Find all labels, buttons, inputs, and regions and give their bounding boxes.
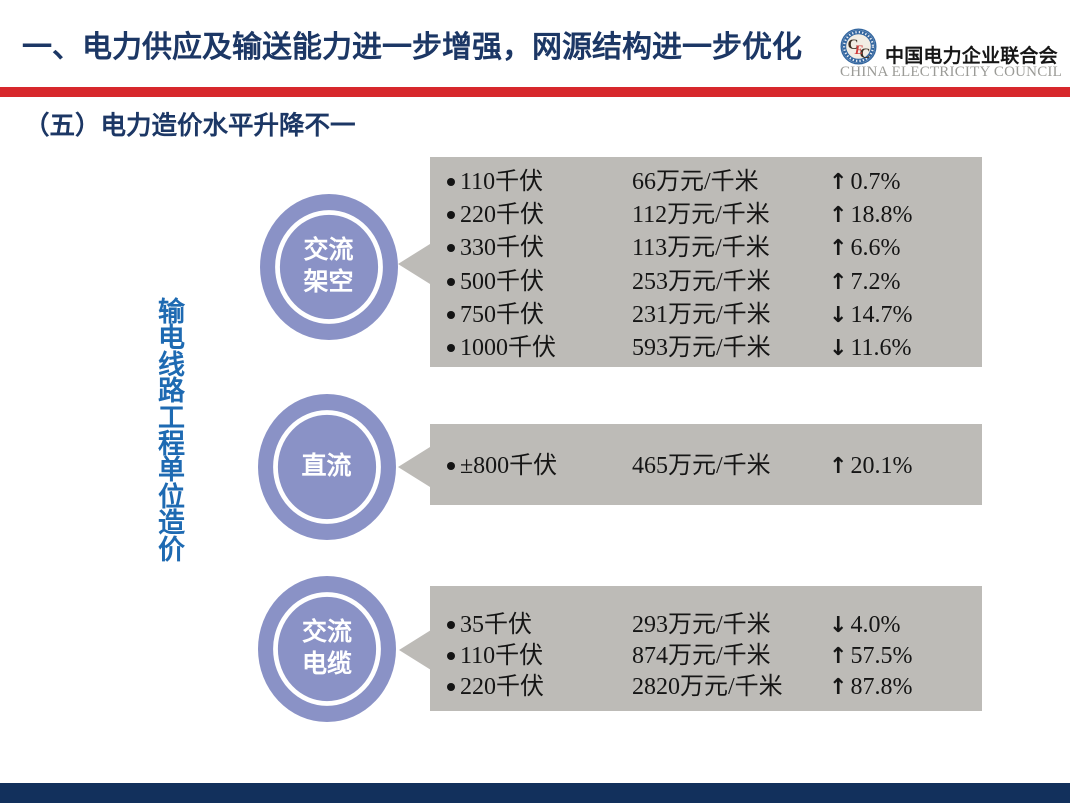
table-row: 35千伏 293万元/千米 ↓ 4.0%	[430, 610, 982, 641]
table-row: 110千伏 66万元/千米 ↑ 0.7%	[430, 166, 982, 199]
cost-cell: 2820万元/千米	[632, 674, 783, 701]
change-cell: ↓ 4.0%	[829, 613, 900, 637]
circle-label-line: 电缆	[301, 650, 352, 678]
change-cell: ↑ 87.8%	[829, 675, 912, 699]
voltage-cell: 110千伏	[460, 643, 544, 670]
bullet-icon	[447, 244, 455, 253]
table-row: 500千伏 253万元/千米 ↑ 7.2%	[430, 265, 982, 298]
logo-name-cn: 中国电力企业联合会	[885, 46, 1058, 67]
cost-cell: 113万元/千米	[632, 235, 770, 262]
circle-ac-overhead-label: 交流 架空	[259, 193, 399, 341]
callout-wedge-1	[398, 244, 430, 284]
cost-cell: 231万元/千米	[632, 301, 771, 328]
change-cell: ↑ 6.6%	[829, 236, 900, 260]
data-panel-ac-overhead: 110千伏 66万元/千米 ↑ 0.7% 220千伏 112万元/千米 ↑ 18.8…	[430, 156, 982, 367]
cost-cell: 593万元/千米	[632, 335, 771, 362]
bullet-icon	[447, 310, 455, 319]
cost-cell: 293万元/千米	[632, 612, 771, 639]
voltage-cell: 750千伏	[460, 301, 544, 328]
bullet-icon	[447, 621, 455, 630]
svg-text:C: C	[848, 37, 859, 53]
change-percent: 14.7%	[850, 301, 913, 328]
change-percent: 18.8%	[850, 202, 913, 229]
bullet-icon	[447, 277, 455, 286]
cec-emblem-icon: C C E	[840, 28, 877, 65]
voltage-cell: ±800千伏	[460, 453, 558, 479]
callout-wedge-3	[399, 630, 431, 670]
vertical-axis-label: 输电线路工程单位造价	[158, 297, 185, 565]
change-cell: ↑ 20.1%	[829, 454, 912, 478]
voltage-cell: 220千伏	[460, 202, 544, 229]
change-percent: 0.7%	[850, 169, 901, 196]
trend-arrow-icon: ↑	[829, 644, 848, 670]
circle-label-line: 直流	[301, 452, 352, 480]
cost-cell: 112万元/千米	[632, 202, 770, 229]
circle-label-line: 架空	[303, 268, 354, 296]
voltage-cell: 35千伏	[460, 612, 532, 639]
trend-arrow-icon: ↓	[829, 613, 848, 639]
trend-arrow-icon: ↑	[829, 675, 848, 701]
cost-cell: 465万元/千米	[632, 453, 771, 479]
svg-text:E: E	[854, 42, 864, 57]
change-cell: ↑ 57.5%	[829, 644, 912, 668]
footer-bar	[0, 783, 1070, 803]
header-red-bar	[0, 87, 1070, 97]
change-percent: 4.0%	[850, 612, 901, 639]
trend-arrow-icon: ↑	[829, 454, 848, 479]
table-row: 110千伏 874万元/千米 ↑ 57.5%	[430, 641, 982, 672]
data-panel-dc: ±800千伏 465万元/千米 ↑ 20.1%	[430, 424, 982, 505]
cost-cell: 253万元/千米	[632, 268, 771, 295]
change-percent: 57.5%	[850, 643, 913, 670]
circle-ac-cable-label: 交流 电缆	[257, 575, 397, 723]
data-panel-ac-cable: 35千伏 293万元/千米 ↓ 4.0% 110千伏 874万元/千米 ↑ 57.5…	[430, 585, 982, 711]
cost-cell: 874万元/千米	[632, 643, 771, 670]
callout-wedge-2	[398, 446, 430, 487]
trend-arrow-icon: ↑	[829, 203, 848, 229]
change-cell: ↓ 11.6%	[829, 336, 912, 360]
slide-title: 一、电力供应及输送能力进一步增强，网源结构进一步优化	[22, 31, 802, 64]
circle-dc	[257, 393, 396, 540]
table-row: ±800千伏 465万元/千米 ↑ 20.1%	[430, 450, 982, 483]
bullet-icon	[447, 652, 455, 661]
voltage-cell: 1000千伏	[460, 335, 556, 362]
cost-cell: 66万元/千米	[632, 169, 759, 196]
trend-arrow-icon: ↑	[829, 269, 848, 295]
change-cell: ↑ 0.7%	[829, 170, 900, 194]
section-subtitle: （五）电力造价水平升降不一	[24, 112, 356, 140]
table-row: 220千伏 2820万元/千米 ↑ 87.8%	[430, 672, 982, 703]
table-row: 1000千伏 593万元/千米 ↓ 11.6%	[430, 331, 982, 364]
circle-label-line: 交流	[301, 618, 352, 646]
trend-arrow-icon: ↓	[829, 302, 848, 328]
change-cell: ↑ 7.2%	[829, 270, 900, 294]
trend-arrow-icon: ↑	[829, 236, 848, 262]
bullet-icon	[447, 344, 455, 353]
bullet-icon	[447, 462, 455, 470]
change-percent: 6.6%	[850, 235, 901, 262]
change-percent: 7.2%	[850, 268, 901, 295]
bullet-icon	[447, 211, 455, 220]
trend-arrow-icon: ↑	[829, 170, 848, 196]
voltage-cell: 220千伏	[460, 674, 544, 701]
voltage-cell: 110千伏	[460, 169, 544, 196]
table-row: 330千伏 113万元/千米 ↑ 6.6%	[430, 232, 982, 265]
change-percent: 11.6%	[850, 335, 912, 362]
change-percent: 20.1%	[850, 453, 913, 479]
circle-ac-overhead	[259, 193, 398, 340]
change-percent: 87.8%	[850, 674, 913, 701]
bullet-icon	[447, 683, 455, 692]
voltage-cell: 330千伏	[460, 235, 544, 262]
bullet-icon	[447, 178, 455, 187]
circle-dc-label: 直流	[257, 393, 397, 541]
change-cell: ↓ 14.7%	[829, 303, 912, 327]
circle-label-line: 交流	[303, 236, 354, 264]
change-cell: ↑ 18.8%	[829, 203, 912, 227]
svg-text:C: C	[860, 46, 871, 62]
table-row: 750千伏 231万元/千米 ↓ 14.7%	[430, 298, 982, 331]
table-row: 220千伏 112万元/千米 ↑ 18.8%	[430, 199, 982, 232]
circle-ac-cable	[258, 575, 396, 722]
logo-name-en: CHINA ELECTRICITY COUNCIL	[840, 64, 1062, 80]
voltage-cell: 500千伏	[460, 268, 544, 295]
trend-arrow-icon: ↓	[829, 336, 848, 362]
